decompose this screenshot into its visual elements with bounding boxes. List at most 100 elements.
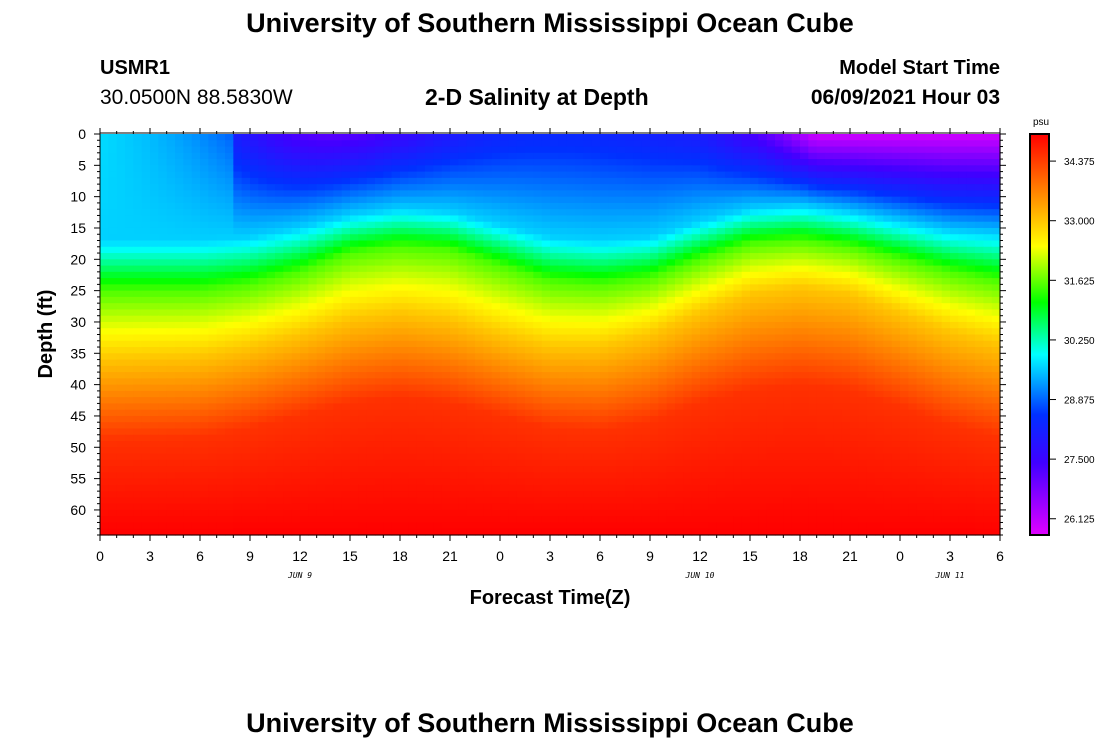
heatmap-cell: [841, 171, 851, 179]
heatmap-cell: [441, 303, 451, 311]
heatmap-cell: [116, 284, 126, 292]
heatmap-cell: [600, 159, 609, 166]
heatmap-cell: [766, 202, 776, 210]
heatmap-cell: [383, 146, 393, 154]
heatmap-cell: [516, 227, 526, 235]
heatmap-cell: [291, 196, 301, 204]
heatmap-cell: [225, 202, 234, 210]
heatmap-cell: [300, 315, 309, 323]
heatmap-cell: [316, 171, 326, 179]
heatmap-cell: [891, 359, 901, 367]
heatmap-cell: [408, 265, 418, 273]
heatmap-cell: [133, 372, 143, 379]
heatmap-cell: [150, 152, 159, 160]
heatmap-cell: [716, 165, 726, 173]
heatmap-cell: [516, 315, 526, 323]
heatmap-cell: [808, 296, 818, 304]
heatmap-cell: [200, 215, 209, 223]
heatmap-cell: [966, 271, 976, 279]
heatmap-cell: [225, 372, 234, 379]
heatmap-cell: [241, 347, 251, 354]
heatmap-cell: [391, 290, 401, 298]
heatmap-cell: [383, 347, 393, 354]
heatmap-cell: [683, 290, 693, 298]
heatmap-cell: [833, 328, 843, 336]
heatmap-cell: [358, 177, 368, 185]
heatmap-cell: [675, 378, 684, 386]
heatmap-cell: [625, 221, 634, 229]
heatmap-cell: [200, 328, 209, 336]
heatmap-cell: [350, 177, 359, 185]
heatmap-cell: [141, 140, 151, 148]
heatmap-cell: [666, 415, 676, 423]
heatmap-cell: [475, 415, 484, 423]
heatmap-cell: [516, 196, 526, 204]
heatmap-cell: [250, 134, 259, 141]
heatmap-cell: [700, 378, 709, 386]
heatmap-cell: [900, 278, 909, 285]
heatmap-cell: [225, 177, 234, 185]
heatmap-cell: [216, 422, 226, 430]
heatmap-cell: [400, 171, 409, 179]
heatmap-cell: [450, 384, 459, 392]
heatmap-cell: [250, 253, 259, 260]
heatmap-cell: [125, 246, 134, 254]
heatmap-cell: [533, 303, 543, 311]
heatmap-cell: [358, 409, 368, 417]
heatmap-cell: [133, 309, 143, 317]
heatmap-cell: [666, 359, 676, 367]
heatmap-cell: [491, 359, 501, 367]
heatmap-cell: [400, 202, 409, 210]
heatmap-cell: [883, 152, 893, 160]
heatmap-cell: [550, 378, 559, 386]
heatmap-cell: [916, 196, 926, 204]
heatmap-cell: [183, 134, 193, 141]
heatmap-cell: [116, 390, 126, 398]
heatmap-cell: [283, 365, 293, 373]
heatmap-cell: [675, 403, 684, 411]
heatmap-cell: [950, 196, 959, 204]
heatmap-cell: [941, 202, 951, 210]
heatmap-cell: [208, 209, 218, 217]
heatmap-cell: [591, 140, 601, 148]
heatmap-cell: [300, 253, 309, 260]
heatmap-cell: [166, 171, 176, 179]
heatmap-cell: [300, 296, 309, 304]
heatmap-cell: [250, 397, 259, 405]
heatmap-cell: [966, 415, 976, 423]
heatmap-cell: [575, 334, 584, 342]
heatmap-cell: [750, 359, 759, 367]
heatmap-cell: [175, 296, 184, 304]
heatmap-cell: [258, 202, 268, 210]
heatmap-cell: [433, 152, 443, 160]
heatmap-cell: [108, 303, 118, 311]
heatmap-cell: [100, 171, 109, 179]
heatmap-cell: [258, 165, 268, 173]
heatmap-cell: [100, 278, 109, 285]
heatmap-cell: [841, 246, 851, 254]
heatmap-cell: [716, 221, 726, 229]
heatmap-cell: [333, 265, 343, 273]
heatmap-cell: [375, 146, 384, 154]
heatmap-cell: [383, 303, 393, 311]
heatmap-cell: [916, 271, 926, 279]
heatmap-cell: [883, 184, 893, 191]
heatmap-cell: [816, 234, 826, 242]
heatmap-cell: [750, 221, 759, 229]
heatmap-cell: [375, 372, 384, 379]
heatmap-cell: [791, 184, 801, 191]
heatmap-cell: [133, 328, 143, 336]
heatmap-cell: [683, 215, 693, 223]
heatmap-cell: [108, 372, 118, 379]
heatmap-cell: [691, 372, 701, 379]
heatmap-cell: [850, 296, 859, 304]
heatmap-cell: [816, 140, 826, 148]
heatmap-cell: [483, 152, 493, 160]
heatmap-cell: [366, 378, 376, 386]
heatmap-cell: [375, 290, 384, 298]
heatmap-cell: [816, 309, 826, 317]
heatmap-cell: [433, 309, 443, 317]
heatmap-cell: [825, 159, 834, 166]
heatmap-cell: [200, 409, 209, 417]
heatmap-cell: [983, 196, 993, 204]
